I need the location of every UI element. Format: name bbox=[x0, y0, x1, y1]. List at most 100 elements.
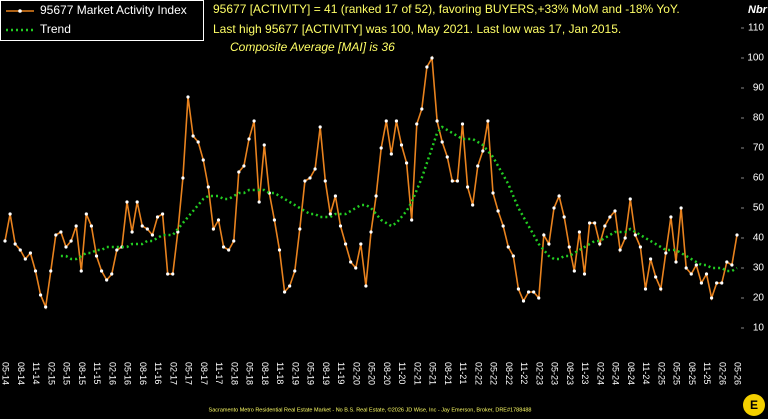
data-point bbox=[420, 107, 424, 111]
x-tick-label: 05-16 bbox=[123, 362, 133, 385]
data-point bbox=[23, 257, 27, 261]
data-point bbox=[715, 281, 719, 285]
data-point bbox=[272, 218, 277, 222]
x-tick-label: 05-23 bbox=[550, 362, 560, 385]
data-point bbox=[349, 260, 353, 264]
data-point bbox=[572, 269, 576, 273]
data-point bbox=[374, 194, 378, 198]
y-axis-label: Nbr bbox=[748, 4, 768, 16]
x-tick-label: 08-16 bbox=[138, 362, 148, 385]
data-point bbox=[435, 119, 439, 123]
x-tick-label: 05-14 bbox=[1, 362, 11, 385]
data-point bbox=[318, 125, 322, 129]
x-tick-label: 08-14 bbox=[16, 362, 26, 385]
data-point bbox=[354, 266, 358, 270]
data-point bbox=[384, 119, 388, 123]
data-point bbox=[54, 233, 58, 237]
data-point bbox=[150, 233, 155, 237]
data-point bbox=[293, 269, 297, 273]
data-point bbox=[110, 272, 114, 276]
data-point bbox=[125, 200, 129, 204]
data-point bbox=[486, 119, 490, 123]
data-point bbox=[89, 224, 94, 228]
data-point bbox=[298, 227, 302, 231]
y-tick-label: 50 bbox=[753, 203, 765, 214]
data-point bbox=[425, 65, 429, 69]
y-tick-label: 60 bbox=[753, 173, 765, 184]
data-point bbox=[201, 158, 205, 162]
data-point bbox=[221, 245, 226, 249]
x-tick-label: 08-20 bbox=[382, 362, 392, 385]
x-tick-label: 02-17 bbox=[168, 362, 178, 385]
x-tick-label: 11-21 bbox=[458, 362, 468, 384]
legend-label: 95677 Market Activity Index bbox=[40, 3, 187, 17]
x-tick-label: 05-15 bbox=[62, 362, 72, 385]
data-point bbox=[38, 293, 43, 297]
data-point bbox=[526, 290, 531, 294]
x-tick-label: 08-21 bbox=[443, 362, 453, 385]
data-point bbox=[364, 284, 368, 288]
x-tick-label: 05-26 bbox=[733, 362, 743, 385]
x-tick-label: 08-25 bbox=[687, 362, 697, 385]
data-point bbox=[191, 134, 195, 138]
data-point bbox=[730, 263, 734, 267]
data-point bbox=[333, 194, 338, 198]
y-tick-label: 80 bbox=[753, 113, 765, 124]
y-tick-label: 20 bbox=[753, 293, 765, 304]
data-point bbox=[577, 230, 582, 234]
y-tick-label: 90 bbox=[753, 83, 765, 94]
data-point bbox=[369, 230, 373, 234]
footer: Sacramento Metro Residential Real Estate… bbox=[209, 406, 532, 413]
x-tick-label: 11-15 bbox=[92, 362, 102, 384]
data-point bbox=[471, 203, 475, 207]
data-point bbox=[491, 191, 495, 195]
data-point bbox=[415, 122, 419, 126]
data-point bbox=[232, 239, 236, 243]
data-point bbox=[69, 239, 73, 243]
data-point bbox=[18, 248, 22, 252]
x-tick-label: 05-24 bbox=[611, 362, 621, 385]
data-point bbox=[542, 233, 546, 237]
x-tick-label: 02-20 bbox=[351, 362, 361, 385]
data-point bbox=[654, 275, 658, 279]
data-point bbox=[140, 224, 144, 228]
data-point bbox=[532, 290, 536, 294]
data-point bbox=[105, 278, 109, 282]
data-point bbox=[84, 212, 88, 216]
x-tick-label: 02-21 bbox=[412, 362, 422, 385]
data-point bbox=[399, 143, 404, 147]
data-point bbox=[476, 164, 480, 168]
x-tick-label: 08-22 bbox=[504, 362, 514, 385]
x-tick-label: 05-20 bbox=[367, 362, 377, 385]
data-point bbox=[638, 245, 643, 249]
data-point bbox=[623, 236, 627, 240]
data-point bbox=[181, 176, 185, 180]
x-tick-label: 11-14 bbox=[31, 362, 41, 384]
data-point bbox=[59, 230, 63, 234]
x-tick-label: 08-24 bbox=[626, 362, 636, 385]
data-point bbox=[227, 248, 231, 252]
data-point bbox=[481, 149, 485, 153]
data-point bbox=[176, 230, 180, 234]
data-point bbox=[155, 215, 160, 219]
data-point bbox=[303, 179, 307, 183]
data-point bbox=[501, 224, 505, 228]
data-point bbox=[33, 269, 38, 273]
data-point bbox=[410, 218, 414, 222]
data-point bbox=[252, 119, 256, 123]
data-point bbox=[338, 224, 343, 228]
x-tick-label: 02-26 bbox=[717, 362, 727, 385]
data-point bbox=[608, 215, 612, 219]
x-tick-label: 02-25 bbox=[656, 362, 666, 385]
data-point bbox=[557, 194, 561, 198]
x-tick-label: 11-23 bbox=[580, 362, 590, 384]
data-point bbox=[135, 200, 139, 204]
data-point bbox=[664, 251, 668, 255]
data-point bbox=[684, 266, 688, 270]
data-point bbox=[552, 206, 556, 210]
data-point bbox=[633, 233, 637, 237]
data-point bbox=[394, 119, 399, 123]
data-point bbox=[725, 260, 729, 264]
x-tick-label: 02-24 bbox=[595, 362, 605, 385]
x-tick-label: 11-17 bbox=[214, 362, 224, 384]
